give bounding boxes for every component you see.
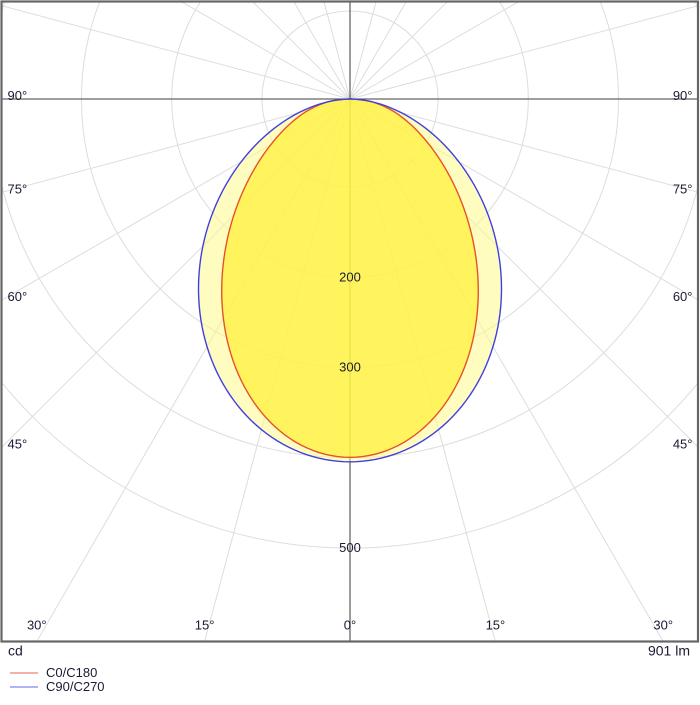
svg-text:45°: 45°	[8, 437, 28, 452]
svg-text:90°: 90°	[673, 88, 693, 103]
svg-text:30°: 30°	[653, 618, 673, 633]
svg-text:45°: 45°	[673, 437, 693, 452]
svg-text:500: 500	[339, 540, 361, 555]
svg-text:15°: 15°	[486, 618, 506, 633]
svg-text:C90/C270: C90/C270	[46, 679, 105, 694]
svg-text:75°: 75°	[673, 181, 693, 196]
svg-text:200: 200	[339, 269, 361, 284]
svg-text:60°: 60°	[673, 289, 693, 304]
svg-text:C0/C180: C0/C180	[46, 665, 97, 680]
svg-text:30°: 30°	[27, 618, 47, 633]
svg-text:cd: cd	[8, 643, 23, 659]
svg-text:300: 300	[339, 360, 361, 375]
svg-text:90°: 90°	[8, 88, 28, 103]
svg-text:75°: 75°	[8, 181, 28, 196]
svg-text:0°: 0°	[344, 618, 356, 633]
svg-text:901 lm: 901 lm	[648, 643, 690, 659]
svg-text:15°: 15°	[195, 618, 215, 633]
svg-text:60°: 60°	[8, 289, 28, 304]
